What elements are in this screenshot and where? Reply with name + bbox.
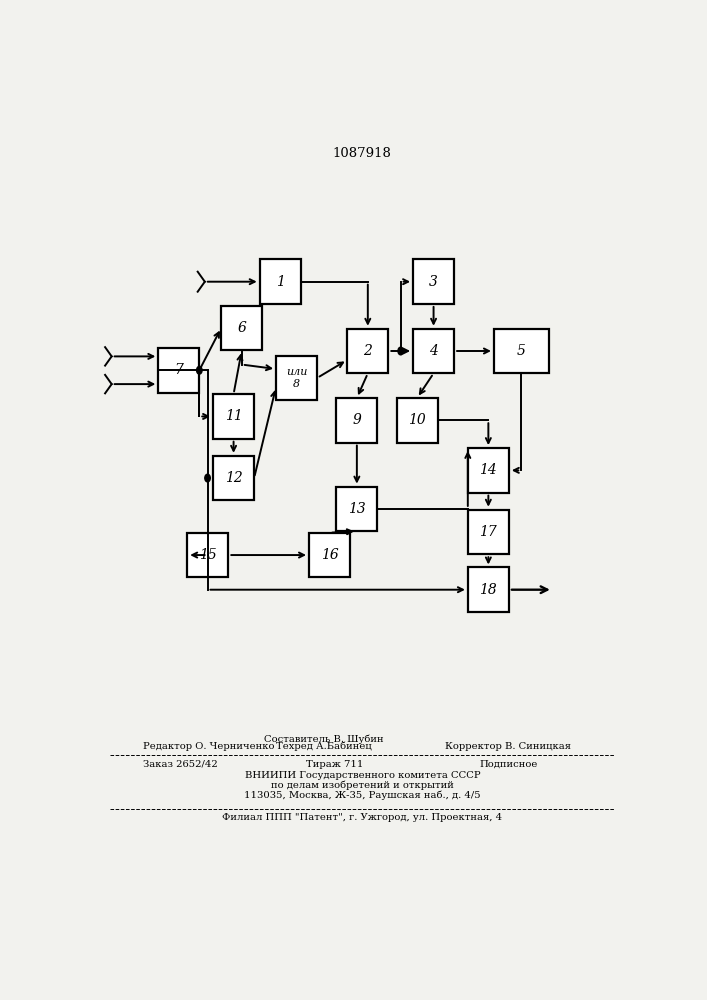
Text: 4: 4 (429, 344, 438, 358)
Text: 2: 2 (363, 344, 373, 358)
Text: 9: 9 (352, 413, 361, 427)
Text: Филиал ППП "Патент", г. Ужгород, ул. Проектная, 4: Филиал ППП "Патент", г. Ужгород, ул. Про… (222, 813, 503, 822)
Text: Техред А.Бабинец: Техред А.Бабинец (276, 741, 372, 751)
Text: 6: 6 (238, 321, 246, 335)
Circle shape (205, 474, 210, 482)
Bar (468, 510, 509, 554)
Text: Тираж 711: Тираж 711 (306, 760, 363, 769)
Text: 13: 13 (348, 502, 366, 516)
Bar (221, 306, 262, 350)
Text: 15: 15 (199, 548, 217, 562)
Bar (468, 448, 509, 493)
Text: 17: 17 (479, 525, 497, 539)
Text: 3: 3 (429, 275, 438, 289)
Bar (494, 329, 549, 373)
Bar (213, 456, 254, 500)
Bar (397, 398, 438, 443)
Text: 1: 1 (276, 275, 285, 289)
Bar (187, 533, 228, 577)
Text: 113035, Москва, Ж-35, Раушская наб., д. 4/5: 113035, Москва, Ж-35, Раушская наб., д. … (244, 791, 481, 800)
Text: или
8: или 8 (286, 367, 308, 389)
Bar (413, 329, 454, 373)
Bar (468, 567, 509, 612)
Text: Подписное: Подписное (479, 760, 538, 769)
Circle shape (398, 347, 404, 355)
Text: Редактор О. Черниченко: Редактор О. Черниченко (144, 742, 274, 751)
Text: 11: 11 (225, 409, 243, 423)
Bar (259, 259, 300, 304)
Bar (213, 394, 254, 439)
Circle shape (197, 366, 202, 374)
Text: 10: 10 (408, 413, 426, 427)
Bar (337, 487, 378, 531)
Text: по делам изобретений и открытий: по делам изобретений и открытий (271, 781, 454, 790)
Bar (337, 398, 378, 443)
Text: 7: 7 (175, 363, 183, 377)
Text: 5: 5 (517, 344, 526, 358)
Text: Заказ 2652/42: Заказ 2652/42 (144, 760, 218, 769)
Bar (276, 356, 317, 400)
Text: 1087918: 1087918 (333, 147, 392, 160)
Text: ВНИИПИ Государственного комитета СССР: ВНИИПИ Государственного комитета СССР (245, 771, 480, 780)
Bar (413, 259, 454, 304)
Bar (158, 348, 199, 393)
Bar (347, 329, 388, 373)
Text: 18: 18 (479, 583, 497, 597)
Text: 16: 16 (320, 548, 339, 562)
Text: Составитель В. Шубин: Составитель В. Шубин (264, 734, 384, 744)
Bar (309, 533, 350, 577)
Text: 12: 12 (225, 471, 243, 485)
Text: Корректор В. Синицкая: Корректор В. Синицкая (445, 742, 571, 751)
Text: 14: 14 (479, 463, 497, 477)
